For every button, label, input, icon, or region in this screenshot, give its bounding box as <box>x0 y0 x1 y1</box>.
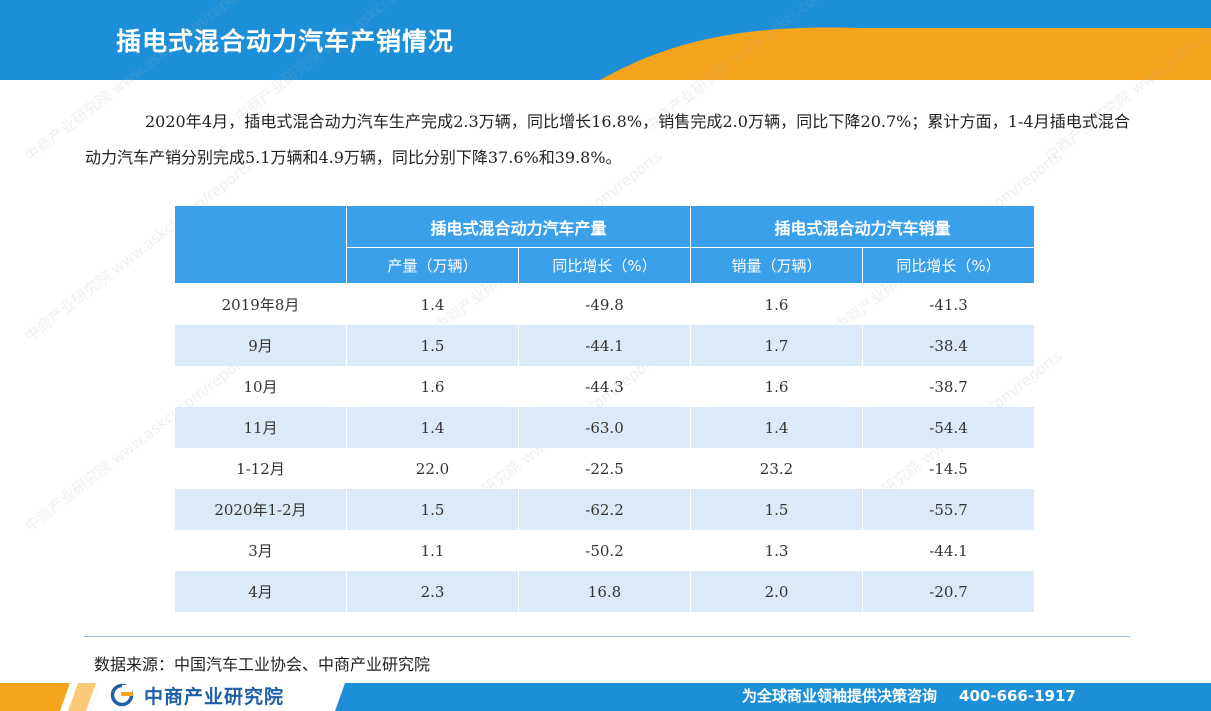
output-yoy-cell: -44.3 <box>518 366 691 407</box>
table-row: 10月 1.6 -44.3 1.6 -38.7 <box>174 366 1035 407</box>
sales-yoy-cell: -14.5 <box>862 448 1035 489</box>
table-row: 2019年8月 1.4 -49.8 1.6 -41.3 <box>174 283 1035 325</box>
group-header-output: 插电式混合动力汽车产量 <box>346 205 691 248</box>
source-note: 数据来源：中国汽车工业协会、中商产业研究院 <box>94 655 431 674</box>
output-yoy-cell: -63.0 <box>518 407 691 448</box>
table-row: 4月 2.3 16.8 2.0 -20.7 <box>174 571 1035 612</box>
sales-yoy-cell: -38.7 <box>862 366 1035 407</box>
sales-yoy-cell: -55.7 <box>862 489 1035 530</box>
column-header-sales: 销量（万辆） <box>690 247 863 284</box>
askci-logo-icon <box>110 683 134 707</box>
table-row: 2020年1-2月 1.5 -62.2 1.5 -55.7 <box>174 489 1035 530</box>
table-row: 11月 1.4 -63.0 1.4 -54.4 <box>174 407 1035 448</box>
sales-cell: 2.0 <box>690 571 863 612</box>
period-cell: 9月 <box>174 325 347 366</box>
output-yoy-cell: -50.2 <box>518 530 691 571</box>
period-cell: 10月 <box>174 366 347 407</box>
sales-cell: 1.4 <box>690 407 863 448</box>
table-row: 9月 1.5 -44.1 1.7 -38.4 <box>174 325 1035 366</box>
output-cell: 1.5 <box>346 489 519 530</box>
period-cell: 4月 <box>174 571 347 612</box>
data-table: 插电式混合动力汽车产量 插电式混合动力汽车销量 产量（万辆） 同比增长（%） 销… <box>174 205 1035 612</box>
output-cell: 1.5 <box>346 325 519 366</box>
output-yoy-cell: -62.2 <box>518 489 691 530</box>
output-yoy-cell: -22.5 <box>518 448 691 489</box>
footer-banner <box>0 680 1211 711</box>
column-header-output-yoy: 同比增长（%） <box>518 247 691 284</box>
sales-yoy-cell: -20.7 <box>862 571 1035 612</box>
column-header-output: 产量（万辆） <box>346 247 519 284</box>
slogan-text: 为全球商业领袖提供决策咨询 <box>742 687 938 705</box>
output-cell: 22.0 <box>346 448 519 489</box>
output-cell: 1.4 <box>346 407 519 448</box>
logo-text: 中商产业研究院 <box>144 685 285 708</box>
output-cell: 1.6 <box>346 366 519 407</box>
header-banner: 插电式混合动力汽车产销情况 <box>0 0 1211 80</box>
table-row: 3月 1.1 -50.2 1.3 -44.1 <box>174 530 1035 571</box>
sales-cell: 1.6 <box>690 366 863 407</box>
table-row: 1-12月 22.0 -22.5 23.2 -14.5 <box>174 448 1035 489</box>
column-header-sales-yoy: 同比增长（%） <box>862 247 1035 284</box>
phone-number: 400-666-1917 <box>959 687 1076 705</box>
footer-slogan: 为全球商业领袖提供决策咨询 400-666-1917 <box>742 685 1076 706</box>
output-yoy-cell: 16.8 <box>518 571 691 612</box>
sales-cell: 23.2 <box>690 448 863 489</box>
sales-yoy-cell: -44.1 <box>862 530 1035 571</box>
sales-cell: 1.6 <box>690 283 863 325</box>
period-cell: 1-12月 <box>174 448 347 489</box>
output-cell: 1.4 <box>346 283 519 325</box>
header-background <box>0 0 1211 80</box>
source-divider <box>84 636 1130 637</box>
corner-header <box>174 205 347 284</box>
intro-paragraph: 2020年4月，插电式混合动力汽车生产完成2.3万辆，同比增长16.8%，销售完… <box>85 112 1130 167</box>
output-yoy-cell: -49.8 <box>518 283 691 325</box>
output-cell: 1.1 <box>346 530 519 571</box>
sales-cell: 1.7 <box>690 325 863 366</box>
period-cell: 2019年8月 <box>174 283 347 325</box>
sales-yoy-cell: -38.4 <box>862 325 1035 366</box>
sales-yoy-cell: -54.4 <box>862 407 1035 448</box>
footer-logo: 中商产业研究院 <box>110 683 285 708</box>
period-cell: 2020年1-2月 <box>174 489 347 530</box>
sales-yoy-cell: -41.3 <box>862 283 1035 325</box>
output-yoy-cell: -44.1 <box>518 325 691 366</box>
footer-background <box>0 683 1211 711</box>
period-cell: 11月 <box>174 407 347 448</box>
group-header-sales: 插电式混合动力汽车销量 <box>690 205 1035 248</box>
sales-cell: 1.5 <box>690 489 863 530</box>
page-title: 插电式混合动力汽车产销情况 <box>116 27 455 56</box>
output-cell: 2.3 <box>346 571 519 612</box>
sales-cell: 1.3 <box>690 530 863 571</box>
period-cell: 3月 <box>174 530 347 571</box>
